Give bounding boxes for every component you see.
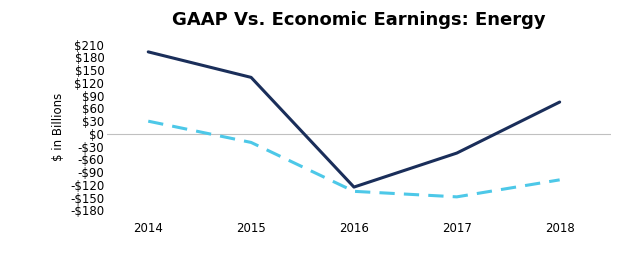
Legend: GAAP Net Income, Economic Earnings: GAAP Net Income, Economic Earnings <box>196 273 522 278</box>
Title: GAAP Vs. Economic Earnings: Energy: GAAP Vs. Economic Earnings: Energy <box>172 11 546 29</box>
Y-axis label: $ in Billions: $ in Billions <box>52 92 64 161</box>
